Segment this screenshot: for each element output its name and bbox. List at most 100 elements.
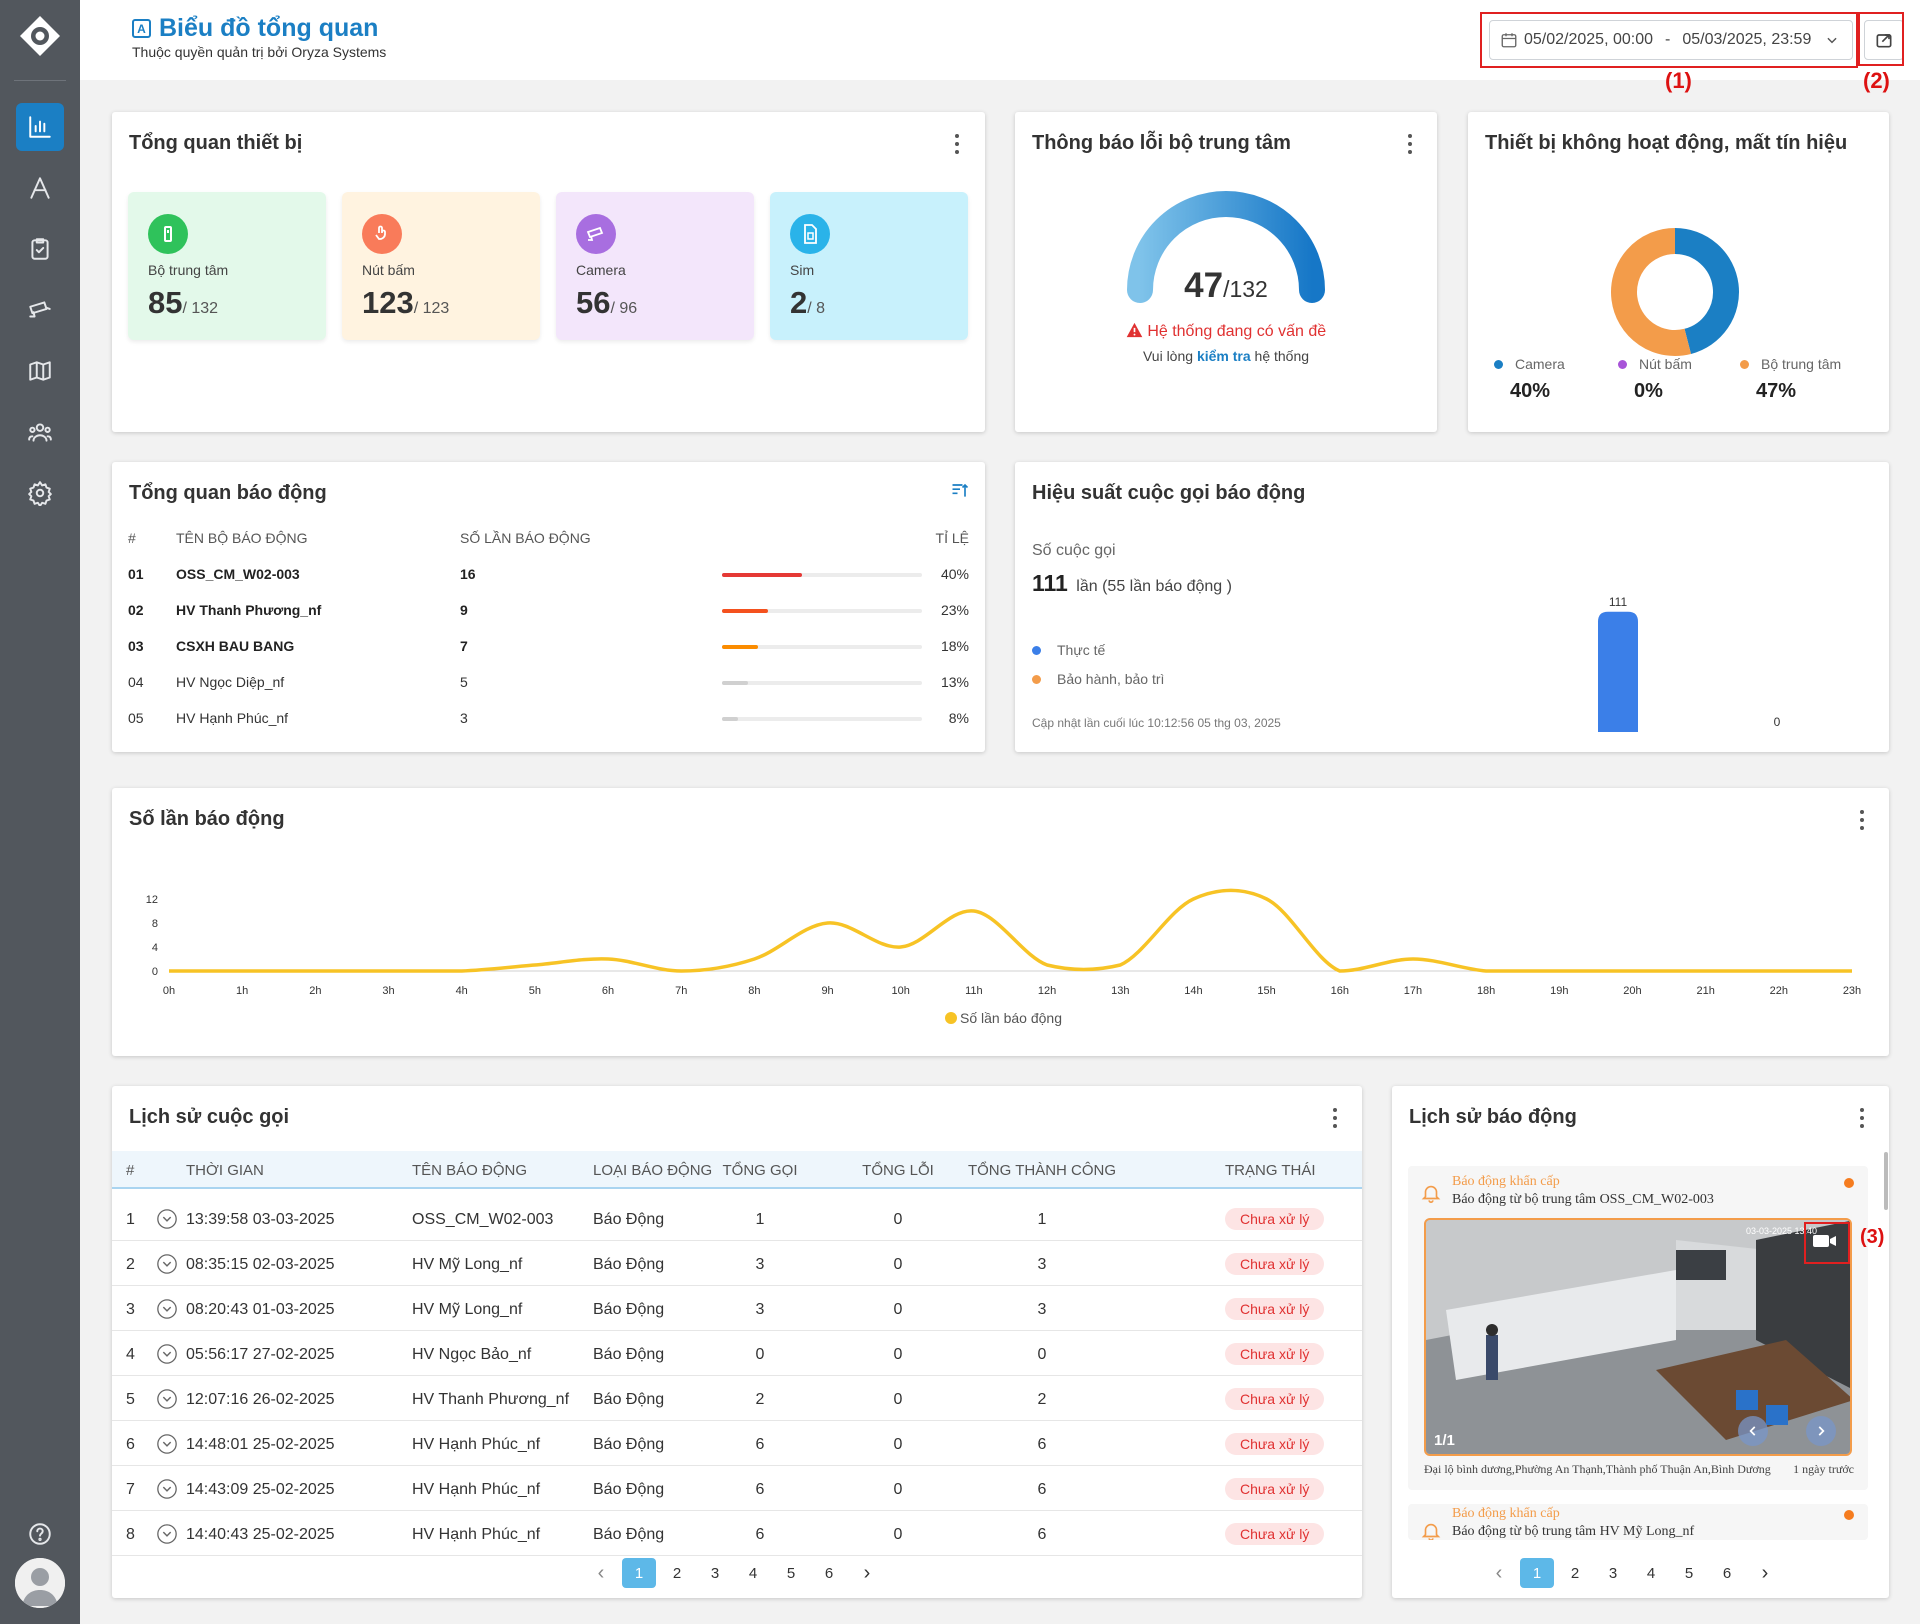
- donut-legend-item: Bộ trung tâm 47%: [1740, 356, 1841, 402]
- user-avatar[interactable]: [15, 1558, 65, 1608]
- expand-chevron-icon[interactable]: [156, 1433, 178, 1455]
- pagination-page-6[interactable]: 6: [1722, 1564, 1732, 1582]
- expand-chevron-icon[interactable]: [156, 1298, 178, 1320]
- x-tick-label: 20h: [1623, 985, 1641, 997]
- col-header[interactable]: LOẠI BÁO ĐỘNG: [593, 1162, 713, 1179]
- pagination-page-5[interactable]: 5: [1684, 1564, 1694, 1582]
- legend-dot: [945, 1012, 957, 1024]
- sidebar-item-alarm[interactable]: [16, 164, 64, 212]
- hub-device-icon: [148, 214, 188, 254]
- snapshot-prev-button[interactable]: [1738, 1416, 1768, 1446]
- sidebar-item-users[interactable]: [16, 408, 64, 456]
- col-header[interactable]: TỔNG GỌI: [722, 1162, 798, 1179]
- pagination-page-3[interactable]: 3: [1608, 1564, 1618, 1582]
- stat-card-sim-card[interactable]: Sim 2/ 8: [770, 192, 968, 340]
- video-camera-button[interactable]: [1812, 1232, 1838, 1250]
- clipboard-check-icon: [31, 238, 49, 260]
- stat-count: 2: [790, 285, 808, 320]
- pagination-prev-button[interactable]: ‹: [1495, 1561, 1503, 1584]
- row-status: Chưa xử lý: [1225, 1478, 1325, 1500]
- pagination-page-6[interactable]: 6: [824, 1564, 834, 1582]
- pagination-next-button[interactable]: ›: [1761, 1561, 1769, 1584]
- sidebar-item-dashboard[interactable]: [16, 103, 64, 151]
- sort-list-icon[interactable]: [950, 480, 970, 500]
- alarm-kind: Báo động khẩn cấp: [1452, 1506, 1560, 1521]
- x-tick-label: 9h: [821, 985, 833, 997]
- pagination-page-5[interactable]: 5: [786, 1564, 796, 1582]
- col-header[interactable]: #: [126, 1162, 135, 1179]
- alarm-history-item[interactable]: Báo động khẩn cấp Báo động từ bộ trung t…: [1408, 1504, 1868, 1540]
- gauge-value: 47/132: [1184, 266, 1268, 305]
- sidebar-item-tasks[interactable]: [16, 225, 64, 273]
- expand-chevron-icon[interactable]: [156, 1523, 178, 1545]
- help-circle-icon: [29, 1523, 51, 1545]
- donut-slice-0[interactable]: [1674, 228, 1739, 354]
- col-header[interactable]: TỔNG THÀNH CÔNG: [967, 1162, 1117, 1179]
- expand-chevron-icon[interactable]: [156, 1388, 178, 1410]
- legend-label[interactable]: Số lần báo động: [960, 1010, 1062, 1026]
- col-header-ratio: TỈ LỆ: [935, 530, 969, 546]
- x-tick-label: 19h: [1550, 985, 1568, 997]
- alarm-history-item[interactable]: Báo động khẩn cấp Báo động từ bộ trung t…: [1408, 1166, 1868, 1490]
- donut-slice-2[interactable]: [1611, 228, 1691, 356]
- row-name[interactable]: HV Ngọc Diệp_nf: [176, 674, 285, 690]
- col-header[interactable]: TỔNG LỖI: [862, 1162, 934, 1179]
- pagination-page-4[interactable]: 4: [1646, 1564, 1656, 1582]
- pagination-page-1[interactable]: 1: [1520, 1558, 1554, 1588]
- stat-count: 85: [148, 285, 183, 320]
- series-line: [169, 888, 1852, 973]
- row-name[interactable]: OSS_CM_W02-003: [176, 566, 300, 582]
- more-options-icon[interactable]: [1332, 1108, 1338, 1128]
- sidebar-item-help[interactable]: [16, 1510, 64, 1558]
- more-options-icon[interactable]: [1407, 134, 1413, 154]
- oryza-logo-icon[interactable]: [18, 14, 62, 58]
- camera-snapshot[interactable]: 03-03-2025 13:40 1/1: [1424, 1218, 1852, 1456]
- more-options-icon[interactable]: [954, 134, 960, 154]
- expand-chevron-icon[interactable]: [156, 1478, 178, 1500]
- row-total-calls: 3: [755, 1301, 765, 1318]
- row-count: 7: [460, 638, 468, 654]
- row-name[interactable]: HV Hạnh Phúc_nf: [176, 710, 289, 726]
- check-system-link[interactable]: kiểm tra: [1196, 348, 1251, 364]
- row-name[interactable]: HV Thanh Phương_nf: [176, 602, 322, 618]
- row-time: 14:43:09 25-02-2025: [186, 1481, 335, 1498]
- more-options-icon[interactable]: [1859, 1108, 1865, 1128]
- stat-total: / 8: [807, 300, 826, 317]
- expand-chevron-icon[interactable]: [156, 1208, 178, 1230]
- x-tick-label: 22h: [1770, 985, 1788, 997]
- pagination-page-2[interactable]: 2: [672, 1564, 682, 1582]
- camera-icon: [576, 214, 616, 254]
- pagination-page-2[interactable]: 2: [1570, 1564, 1580, 1582]
- pagination-page-4[interactable]: 4: [748, 1564, 758, 1582]
- more-options-icon[interactable]: [1859, 810, 1865, 830]
- sidebar-item-map[interactable]: [16, 347, 64, 395]
- pagination-next-button[interactable]: ›: [863, 1561, 871, 1584]
- col-header[interactable]: TRẠNG THÁI: [1225, 1162, 1316, 1179]
- snapshot-next-button[interactable]: [1806, 1416, 1836, 1446]
- pagination-prev-button[interactable]: ‹: [597, 1561, 605, 1584]
- stat-card-push-button[interactable]: Nút bấm 123/ 123: [342, 192, 540, 340]
- stat-card-hub-device[interactable]: Bộ trung tâm 85/ 132: [128, 192, 326, 340]
- x-tick-label: 4h: [456, 985, 468, 997]
- col-header[interactable]: TÊN BÁO ĐỘNG: [412, 1162, 528, 1179]
- date-range-picker[interactable]: 05/02/2025, 00:00 - 05/03/2025, 23:59: [1489, 20, 1853, 60]
- pagination-page-3[interactable]: 3: [710, 1564, 720, 1582]
- x-tick-label: 7h: [675, 985, 687, 997]
- row-name[interactable]: CSXH BAU BANG: [176, 638, 295, 654]
- col-header[interactable]: THỜI GIAN: [186, 1162, 264, 1179]
- pagination-page-1[interactable]: 1: [622, 1558, 656, 1588]
- row-percent: 23%: [940, 602, 969, 618]
- row-total-errors: 0: [893, 1391, 903, 1408]
- sidebar-item-settings[interactable]: [16, 469, 64, 517]
- stat-count: 123: [362, 285, 414, 320]
- annotation-box-1: [1480, 12, 1858, 68]
- row-status: Chưa xử lý: [1225, 1298, 1325, 1320]
- call-bar-0[interactable]: [1598, 611, 1638, 732]
- expand-chevron-icon[interactable]: [156, 1343, 178, 1365]
- x-tick-label: 3h: [382, 985, 394, 997]
- stat-card-camera[interactable]: Camera 56/ 96: [556, 192, 754, 340]
- x-tick-label: 11h: [965, 985, 983, 997]
- sidebar-item-camera[interactable]: [16, 286, 64, 334]
- expand-chevron-icon[interactable]: [156, 1253, 178, 1275]
- scrollbar[interactable]: [1884, 1152, 1888, 1210]
